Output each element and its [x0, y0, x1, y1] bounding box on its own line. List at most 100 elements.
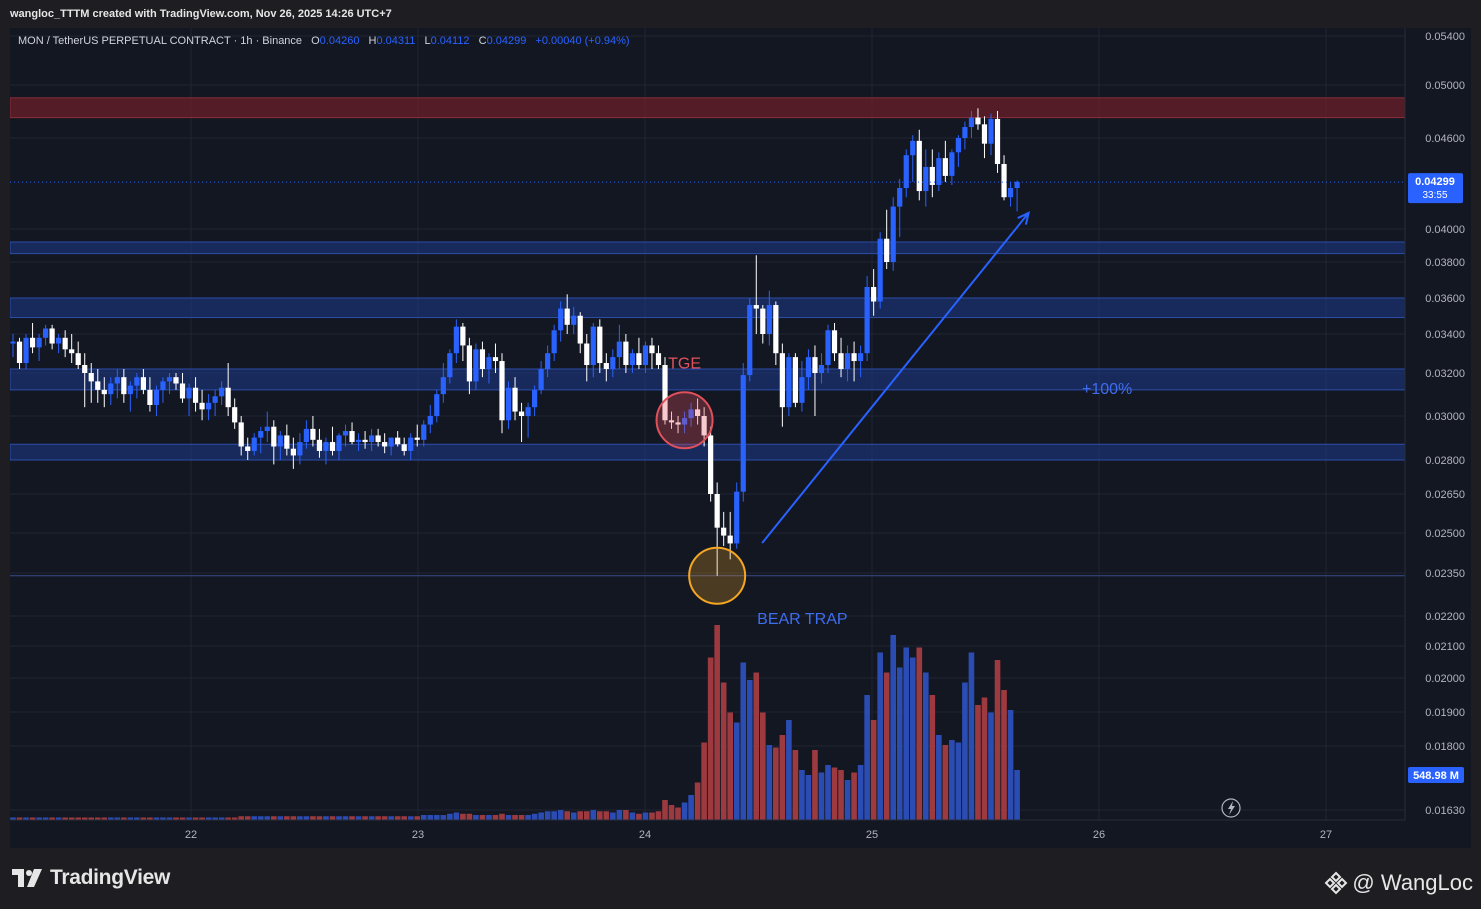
candle-body: [942, 158, 948, 176]
candle-body: [708, 435, 714, 494]
candle-body: [936, 158, 942, 185]
candle-body: [864, 286, 870, 354]
volume-bar: [101, 817, 108, 820]
candle-body: [88, 373, 94, 382]
volume-bar: [473, 815, 479, 820]
candle-body: [43, 328, 49, 338]
price-tick-label: 0.04600: [1425, 133, 1465, 145]
volume-bar: [244, 816, 251, 820]
candle-body: [232, 407, 238, 423]
chart-frame[interactable]: TGE BEAR TRAP +100% 0.05400 0.05000 0.04600 0…: [10, 28, 1471, 848]
candle-body: [923, 166, 929, 192]
volume-bar: [251, 816, 258, 820]
candle-body: [447, 353, 453, 378]
candle-body: [179, 383, 186, 399]
candle-body: [349, 431, 355, 443]
candle-body: [975, 117, 981, 125]
candle-body: [988, 118, 994, 144]
open-label: O: [311, 35, 320, 47]
volume-bars: [10, 625, 1020, 820]
top-bar: wangloc_TTTM created with TradingView.co…: [0, 0, 1481, 28]
tradingview-logo[interactable]: TradingView: [12, 866, 170, 890]
candle-body: [662, 365, 668, 421]
volume-bar: [284, 816, 290, 820]
volume-bar: [805, 775, 812, 820]
volume-value: 548.98 M: [1413, 770, 1459, 782]
candle-body: [962, 127, 968, 138]
time-tick-label: 25: [866, 829, 878, 841]
price-zones: [10, 97, 1406, 577]
candle-body: [799, 377, 805, 403]
volume-bar: [707, 657, 714, 820]
candle-body: [69, 349, 75, 354]
volume-bar: [994, 660, 1001, 820]
candle-body: [558, 308, 564, 331]
candle-body: [929, 166, 935, 185]
volume-bar: [42, 817, 49, 820]
volume-bar: [779, 735, 786, 820]
symbol-info: MON / TetherUS PERPETUAL CONTRACT · 1h ·…: [18, 35, 303, 47]
volume-bar: [75, 817, 81, 820]
volume-bar: [238, 816, 244, 820]
volume-bar: [173, 817, 179, 820]
time-axis-bg: [10, 820, 1471, 848]
candle-body: [949, 152, 955, 176]
volume-bar: [857, 765, 864, 820]
time-tick-label: 26: [1093, 829, 1105, 841]
volume-bar: [675, 807, 681, 820]
volume-bar: [936, 735, 942, 820]
author-handle: @ WangLoc: [1352, 870, 1473, 895]
candle-body: [734, 491, 740, 544]
volume-bar: [720, 682, 727, 820]
support-zone: [10, 297, 1406, 319]
candle-body: [49, 328, 55, 344]
volume-bar: [460, 813, 466, 820]
candle-body: [375, 435, 381, 443]
candle-body: [336, 435, 342, 451]
candle-body: [623, 341, 629, 366]
volume-bar: [394, 816, 401, 820]
candle-body: [760, 308, 766, 334]
volume-bar: [766, 745, 773, 820]
gain-label: +100%: [1082, 381, 1132, 398]
price-tick-label: 0.03200: [1425, 368, 1465, 380]
volume-bar: [134, 817, 140, 820]
volume-bar: [36, 817, 42, 820]
candle-body: [838, 353, 844, 369]
volume-bar: [94, 817, 101, 820]
high-value: 0.04311: [376, 35, 416, 47]
candle-body: [382, 442, 388, 447]
last-price-tag: [1408, 173, 1463, 204]
time-tick-label: 23: [412, 829, 424, 841]
candle-body: [245, 446, 251, 451]
volume-bar: [166, 817, 173, 820]
candle-body: [108, 383, 114, 395]
volume-bar: [147, 817, 153, 820]
volume-bar: [179, 817, 186, 820]
volume-bar: [1007, 710, 1014, 820]
candle-body: [147, 389, 153, 405]
volume-bar: [62, 817, 68, 820]
volume-bar: [636, 813, 642, 820]
candle-body: [427, 416, 433, 425]
volume-bar: [231, 817, 238, 820]
volume-bar: [773, 747, 779, 820]
candle-body: [981, 124, 988, 144]
candle-body: [29, 337, 36, 348]
candle-body: [695, 409, 701, 416]
candle-body: [310, 428, 316, 440]
volume-bar: [831, 767, 838, 820]
candle-body: [916, 140, 922, 192]
volume-bar: [655, 811, 662, 820]
volume-bar: [518, 815, 525, 820]
volume-bar: [192, 817, 199, 820]
volume-bar: [583, 811, 590, 820]
volume-bar: [453, 812, 460, 820]
last-price-value: 0.04299: [1415, 176, 1455, 188]
price-tick-label: 0.05000: [1425, 80, 1465, 92]
candle-body: [577, 315, 583, 344]
candle-body: [903, 155, 909, 188]
volume-bar: [29, 817, 36, 820]
volume-bar: [981, 697, 988, 820]
